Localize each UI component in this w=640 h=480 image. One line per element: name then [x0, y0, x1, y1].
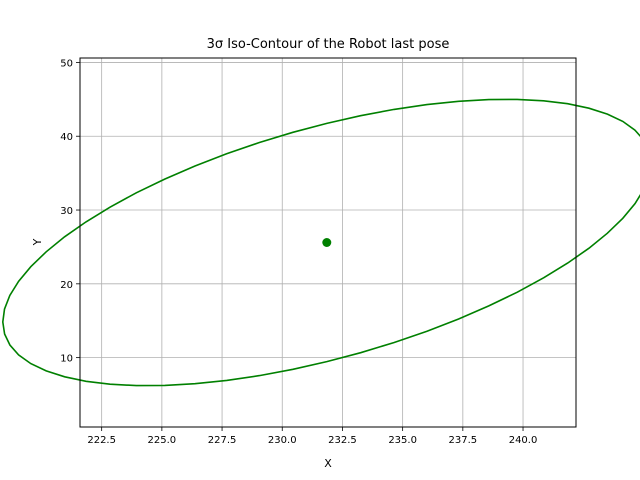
- y-axis-ticks: 10 20 30 40 50: [60, 58, 80, 365]
- series-layer: [1, 98, 640, 387]
- x-tick-label: 235.0: [388, 435, 417, 446]
- x-tick-label: 237.5: [449, 435, 478, 446]
- plot-frame: [79, 57, 577, 428]
- x-axis-label: X: [324, 457, 332, 470]
- last-pose-point: [322, 238, 332, 247]
- y-tick-label: 10: [60, 354, 73, 365]
- x-tick-label: 232.5: [328, 435, 357, 446]
- x-tick-label: 227.5: [208, 435, 237, 446]
- x-tick-label: 240.0: [509, 435, 538, 446]
- chart-title: 3σ Iso-Contour of the Robot last pose: [207, 37, 450, 52]
- iso-contour-line: [1, 98, 640, 387]
- y-tick-label: 40: [60, 132, 73, 143]
- y-tick-label: 20: [60, 280, 73, 291]
- y-tick-label: 30: [60, 206, 73, 217]
- x-tick-label: 222.5: [87, 435, 116, 446]
- x-tick-label: 230.0: [268, 435, 297, 446]
- y-axis-label: Y: [31, 238, 44, 246]
- x-axis-ticks: 222.5 225.0 227.5 230.0 232.5 235.0 237.5 240.0: [87, 427, 537, 446]
- grid-lines: [80, 58, 576, 427]
- y-tick-label: 50: [60, 58, 73, 69]
- x-tick-label: 225.0: [148, 435, 177, 446]
